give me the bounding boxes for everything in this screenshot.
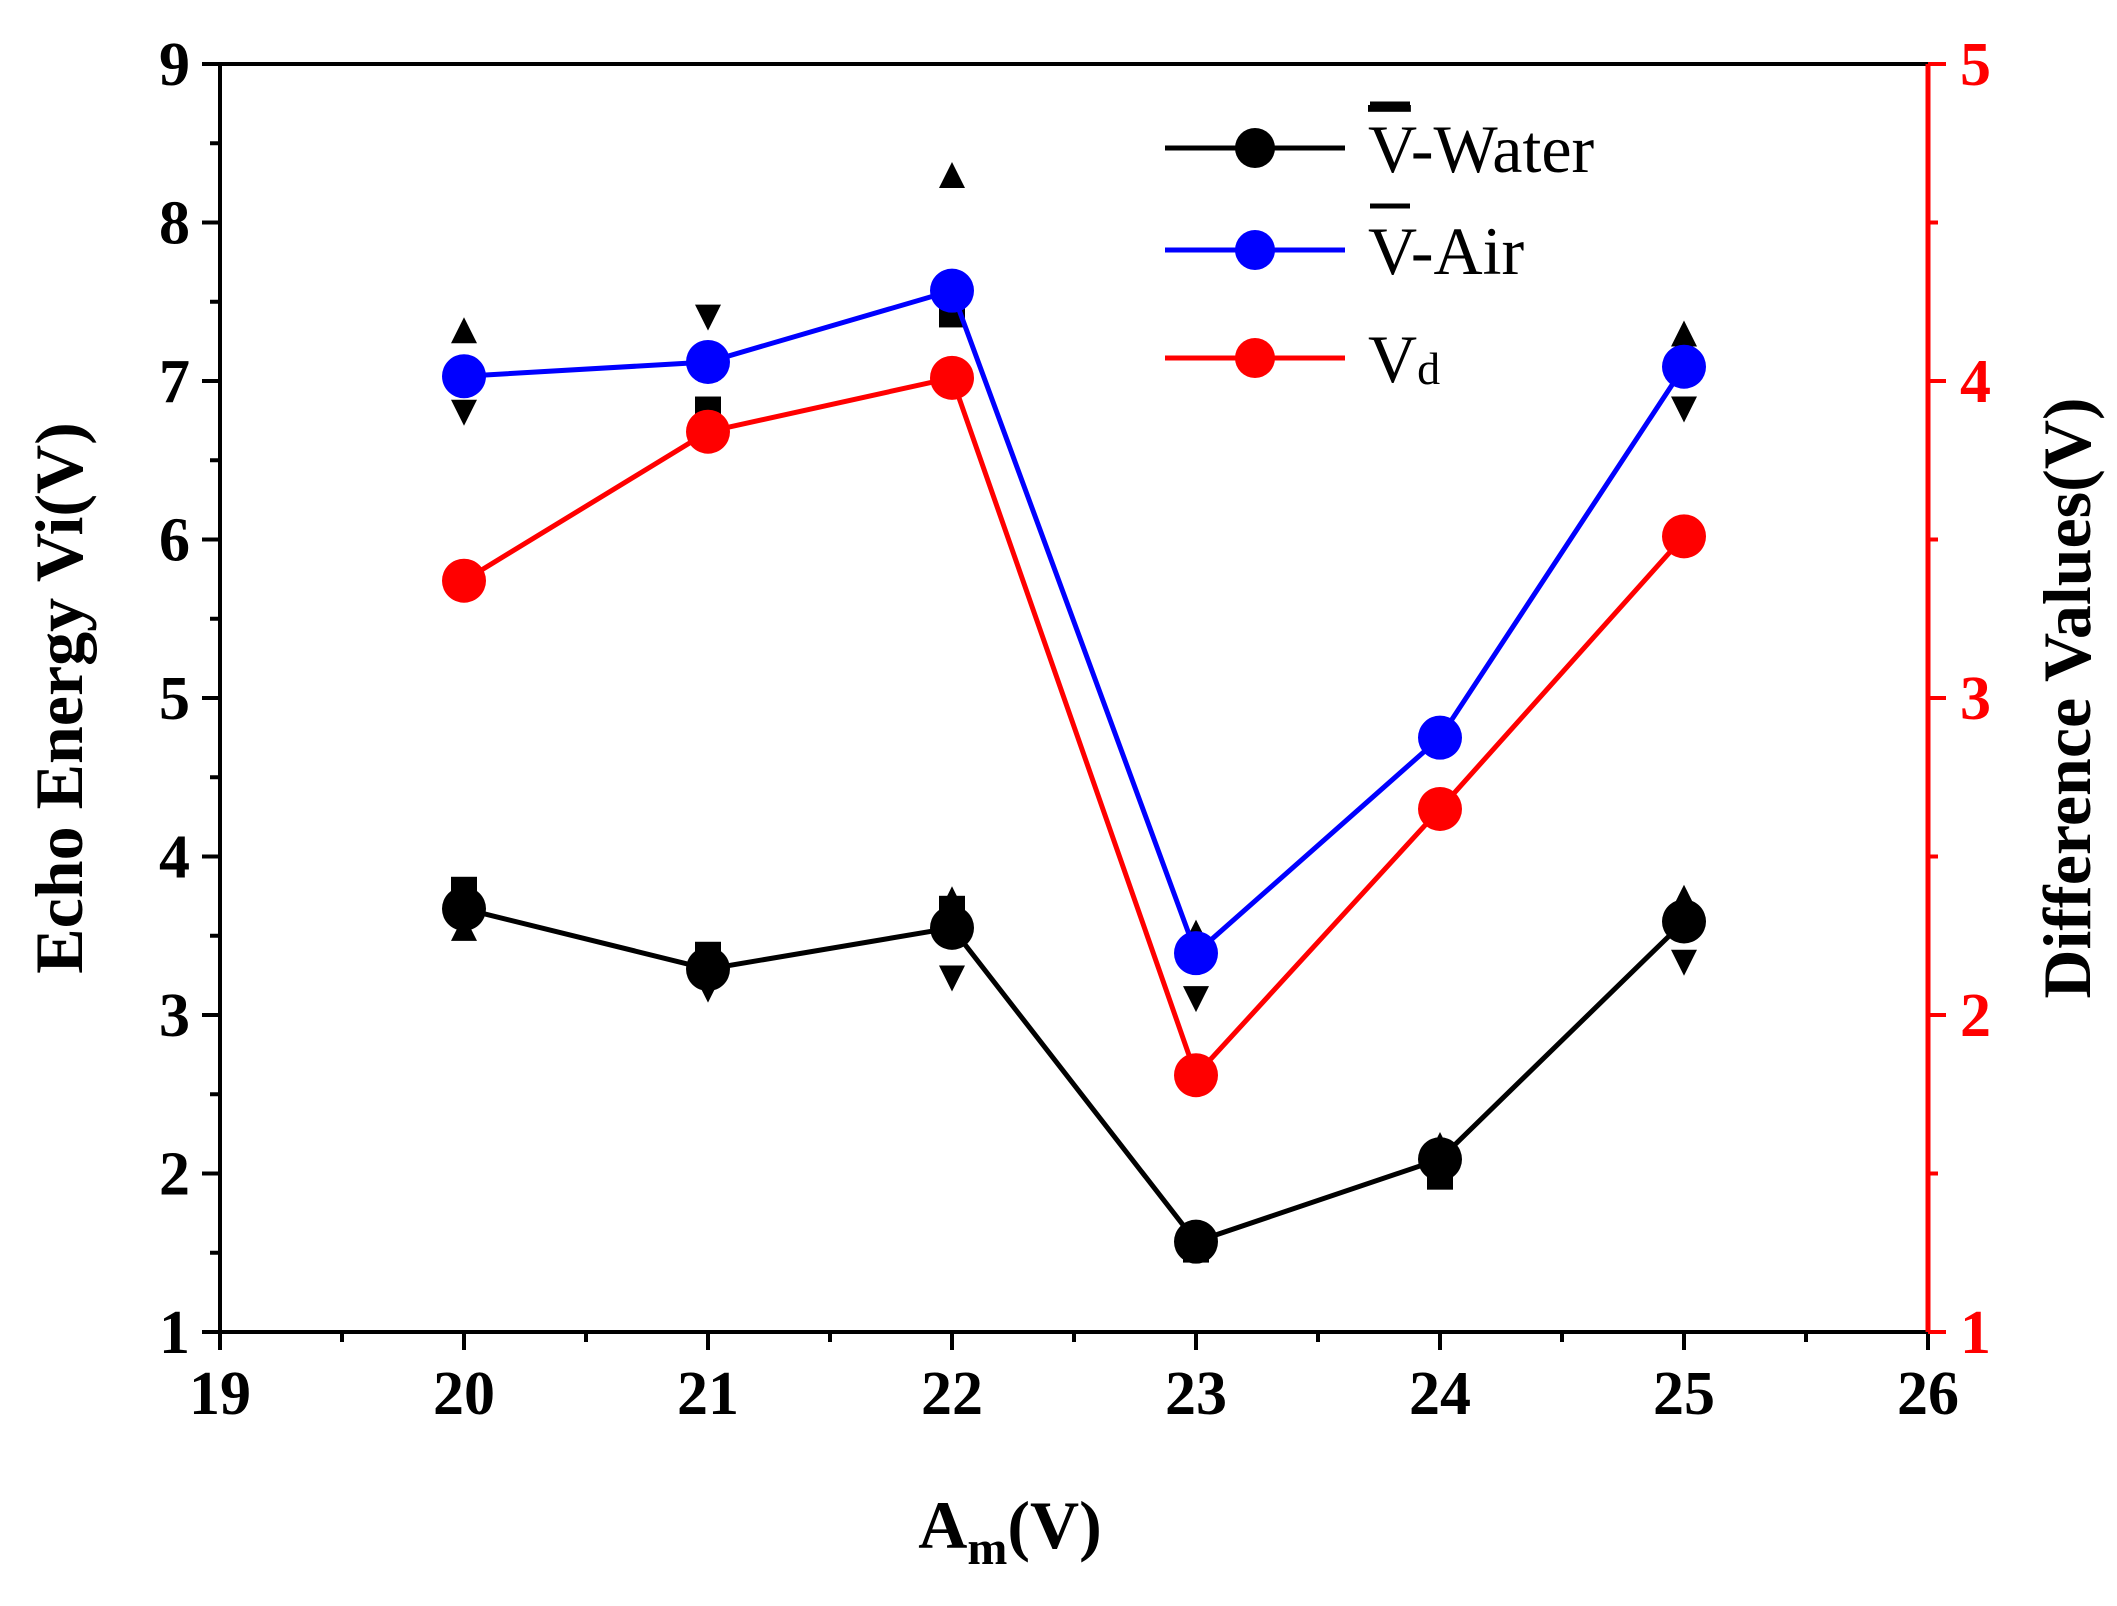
series-point-v-water bbox=[930, 905, 974, 950]
raw-marker-triangle-up bbox=[1671, 320, 1697, 347]
x-tick-label: 23 bbox=[1165, 1360, 1227, 1428]
legend-vd-main: V bbox=[1368, 321, 1417, 397]
raw-marker-triangle-down bbox=[451, 399, 477, 426]
raw-measurement-markers bbox=[451, 161, 1697, 1263]
series-point-vd bbox=[442, 558, 486, 603]
x-axis-ticks: 19 20 21 22 23 24 25 26 bbox=[189, 1332, 1959, 1428]
legend-marker-vd bbox=[1235, 338, 1275, 378]
y2-tick-label: 5 bbox=[1960, 31, 1991, 99]
legend-label-air: V-Air bbox=[1368, 213, 1525, 289]
raw-marker-triangle-down bbox=[695, 304, 721, 331]
y-tick-label: 2 bbox=[159, 1141, 190, 1209]
raw-marker-triangle-down bbox=[1183, 986, 1209, 1013]
y2-axis-title: Difference Values(V) bbox=[2029, 397, 2105, 998]
legend-label-vd: Vd bbox=[1368, 321, 1440, 397]
x-axis-title-suffix: (V) bbox=[1007, 1487, 1101, 1563]
y2-tick-label: 1 bbox=[1960, 1299, 1991, 1367]
legend: V-Water V-Air Vd bbox=[1165, 101, 1595, 397]
series-point-vd bbox=[1662, 514, 1706, 559]
legend-marker-water bbox=[1235, 128, 1275, 168]
series-line-vd bbox=[462, 374, 1686, 1080]
y-tick-label: 7 bbox=[159, 348, 190, 416]
y2-axis-ticks: 1 2 3 4 5 bbox=[1928, 31, 1991, 1367]
legend-vd-sub: d bbox=[1417, 343, 1440, 394]
y-tick-label: 8 bbox=[159, 190, 190, 258]
raw-marker-triangle-up bbox=[451, 317, 477, 344]
raw-marker-triangle-down bbox=[939, 965, 965, 992]
y-tick-label: 1 bbox=[159, 1299, 190, 1367]
legend-water-rest: -Water bbox=[1411, 111, 1595, 187]
y-axis-title: Echo Energy Vi(V) bbox=[21, 422, 97, 974]
x-tick-label: 25 bbox=[1653, 1360, 1715, 1428]
series-point-v-water bbox=[1418, 1137, 1462, 1182]
series-line-v-air bbox=[463, 287, 1687, 958]
series-point-v-water bbox=[686, 947, 730, 992]
raw-marker-triangle-down bbox=[1671, 949, 1697, 976]
legend-entry-water: V-Water bbox=[1165, 101, 1595, 187]
legend-marker-air bbox=[1235, 230, 1275, 270]
y-tick-label: 3 bbox=[159, 982, 190, 1050]
series-point-v-air bbox=[1174, 931, 1218, 976]
series-point-v-water bbox=[442, 886, 486, 931]
y-tick-label: 4 bbox=[159, 824, 190, 892]
series-point-vd bbox=[1174, 1053, 1218, 1098]
series-point-v-water bbox=[1662, 899, 1706, 944]
x-axis-title-main: A bbox=[918, 1487, 967, 1563]
legend-entry-air: V-Air bbox=[1165, 203, 1525, 289]
x-tick-label: 19 bbox=[189, 1360, 251, 1428]
series-point-vd bbox=[686, 409, 730, 454]
series-point-v-air bbox=[1662, 344, 1706, 389]
raw-marker-triangle-up bbox=[939, 161, 965, 188]
x-tick-label: 20 bbox=[433, 1360, 495, 1428]
series-point-vd bbox=[930, 355, 974, 400]
series-point-v-air bbox=[930, 268, 974, 313]
series-point-v-water bbox=[1174, 1219, 1218, 1264]
series-point-vd bbox=[1418, 786, 1462, 831]
x-tick-label: 21 bbox=[677, 1360, 739, 1428]
plot-frame bbox=[218, 62, 1930, 1334]
x-axis-title-sub: m bbox=[967, 1522, 1007, 1575]
y-axis-ticks: 1 2 3 4 5 6 7 8 9 bbox=[159, 31, 220, 1367]
legend-air-rest: -Air bbox=[1411, 213, 1525, 289]
y2-tick-label: 3 bbox=[1960, 665, 1991, 733]
series-point-v-air bbox=[442, 354, 486, 399]
legend-entry-vd: Vd bbox=[1165, 321, 1440, 397]
series-point-v-air bbox=[686, 339, 730, 384]
x-axis-title: Am(V) bbox=[918, 1487, 1102, 1575]
series-line-v-water bbox=[463, 906, 1686, 1245]
x-tick-label: 26 bbox=[1897, 1360, 1959, 1428]
legend-air-overline-v: V bbox=[1368, 213, 1417, 289]
y2-tick-label: 2 bbox=[1960, 982, 1991, 1050]
legend-label-water: V-Water bbox=[1368, 111, 1595, 187]
x-tick-label: 24 bbox=[1409, 1360, 1471, 1428]
y-tick-label: 5 bbox=[159, 665, 190, 733]
series-layer bbox=[442, 268, 1706, 1264]
y-tick-label: 6 bbox=[159, 507, 190, 575]
x-tick-label: 22 bbox=[921, 1360, 983, 1428]
y-tick-label: 9 bbox=[159, 31, 190, 99]
series-point-v-air bbox=[1418, 715, 1462, 760]
raw-marker-triangle-down bbox=[1671, 396, 1697, 423]
legend-water-overline-v: V bbox=[1368, 111, 1417, 187]
y2-tick-label: 4 bbox=[1960, 348, 1991, 416]
